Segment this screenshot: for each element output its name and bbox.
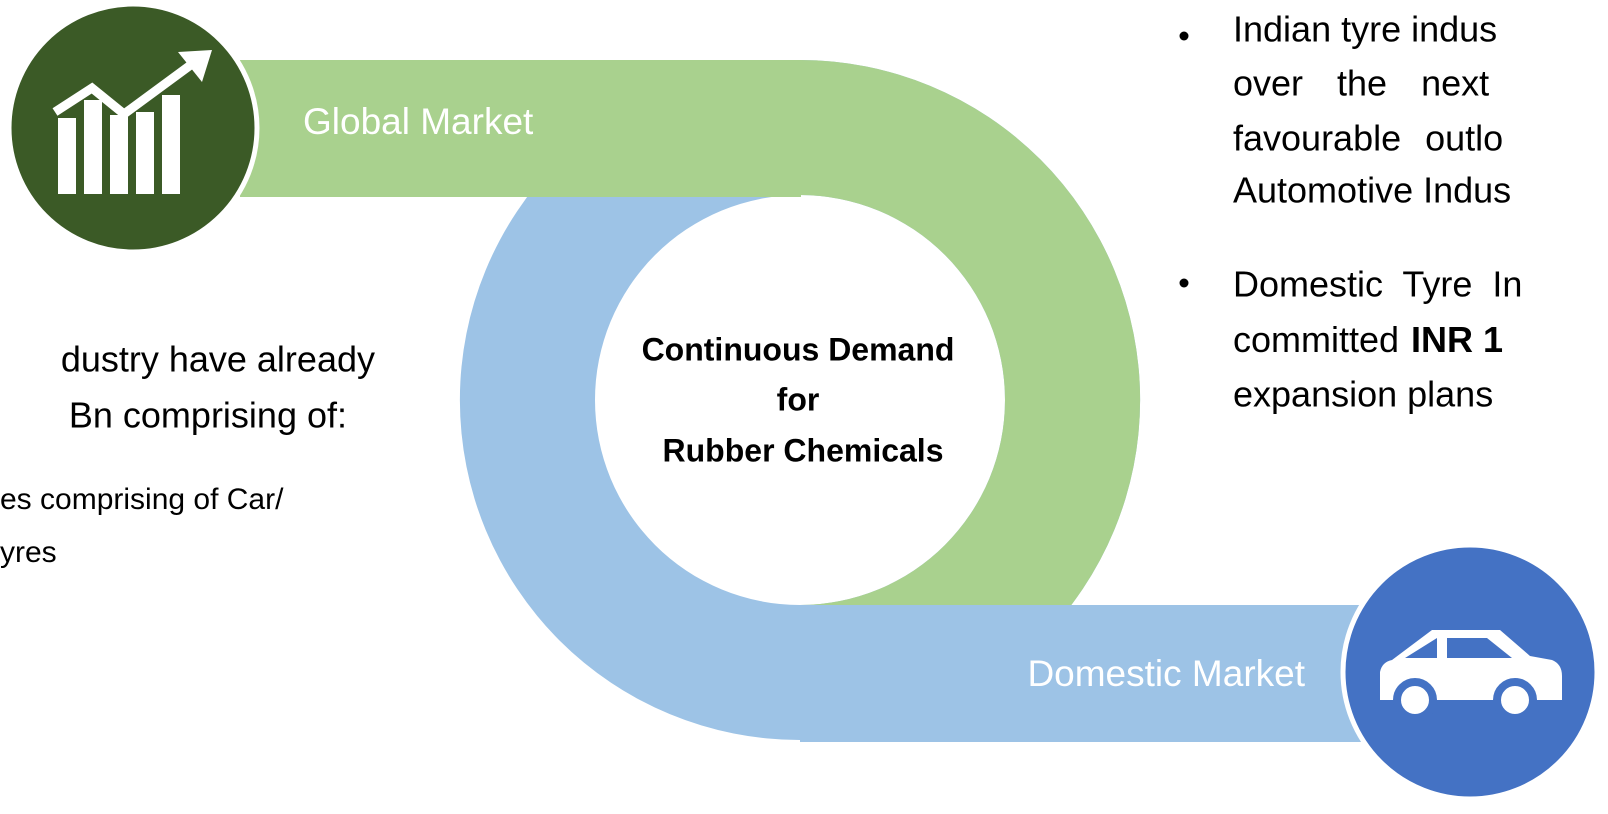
left-line: Bn comprising of: bbox=[69, 395, 347, 436]
bullet bbox=[1179, 31, 1189, 41]
global-icon-circle bbox=[6, 1, 260, 255]
left-line: dustry have already bbox=[61, 339, 375, 380]
bullet bbox=[1179, 278, 1189, 288]
chart-icon bbox=[52, 50, 212, 194]
bullet-line: Domestic Tyre In bbox=[1233, 264, 1522, 305]
bullet-line: expansion plans bbox=[1233, 374, 1493, 415]
bullet-bold-text: INR 1 bbox=[1411, 319, 1503, 360]
bullet-line: Indian tyre indus bbox=[1233, 9, 1497, 50]
bullet-line: favourable outlo bbox=[1233, 118, 1503, 159]
bullet-text: committed bbox=[1233, 319, 1399, 360]
bullet-line: over the next bbox=[1233, 63, 1489, 104]
global-label: Global Market bbox=[303, 101, 534, 142]
green-band bbox=[240, 60, 801, 197]
domestic-label: Domestic Market bbox=[1027, 653, 1305, 694]
blue-band bbox=[800, 605, 1380, 742]
center-line: for bbox=[777, 381, 820, 417]
center-line: Continuous Demand bbox=[642, 331, 955, 367]
bullet-line: committed INR 1 bbox=[1233, 319, 1503, 360]
green-arc bbox=[800, 60, 1140, 605]
car-icon bbox=[1380, 630, 1562, 722]
center-line: Rubber Chemicals bbox=[663, 432, 944, 468]
left-line: yres bbox=[0, 536, 57, 569]
bullet-line: Automotive Indus bbox=[1233, 170, 1511, 211]
left-line: es comprising of Car/ bbox=[0, 483, 284, 516]
